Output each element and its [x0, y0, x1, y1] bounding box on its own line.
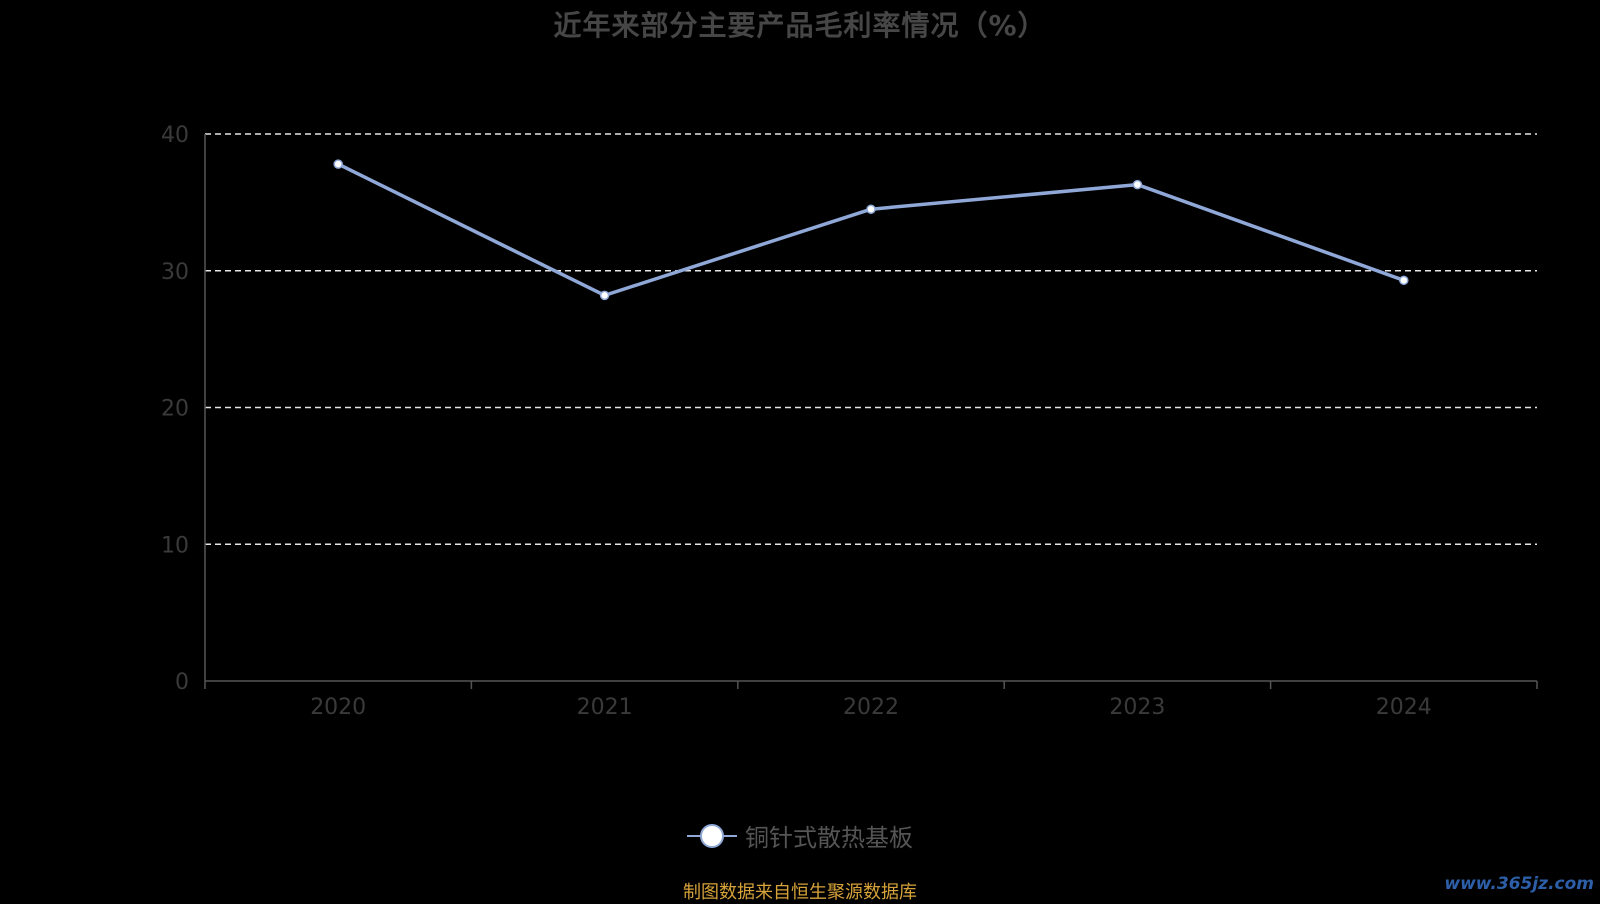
- chart-title: 近年来部分主要产品毛利率情况（%）: [553, 9, 1047, 42]
- x-tick-label-2024: 2024: [1376, 695, 1432, 720]
- x-tick-label-2022: 2022: [843, 695, 899, 720]
- watermark: www.365jz.com: [1444, 874, 1594, 894]
- legend-marker-icon: [687, 821, 737, 851]
- y-tick-label-0: 0: [175, 670, 189, 695]
- y-tick-label-40: 40: [161, 123, 189, 148]
- data-point-2022: [866, 204, 876, 214]
- legend[interactable]: 铜针式散热基板: [0, 818, 1600, 853]
- data-point-2024: [1399, 275, 1409, 286]
- series-line-0: [337, 162, 1405, 298]
- x-tick-label-2023: 2023: [1109, 695, 1165, 720]
- y-tick-label-10: 10: [161, 533, 189, 558]
- data-point-2023: [1132, 179, 1143, 190]
- x-tick-label-2020: 2020: [310, 695, 366, 720]
- source-note: 制图数据来自恒生聚源数据库: [683, 882, 917, 903]
- y-tick-label-20: 20: [161, 397, 189, 422]
- y-tick-label-30: 30: [161, 260, 189, 285]
- data-point-2020: [333, 159, 343, 169]
- x-tick-label-2021: 2021: [577, 695, 633, 720]
- legend-label: 铜针式散热基板: [745, 824, 913, 852]
- data-point-2021: [599, 290, 610, 301]
